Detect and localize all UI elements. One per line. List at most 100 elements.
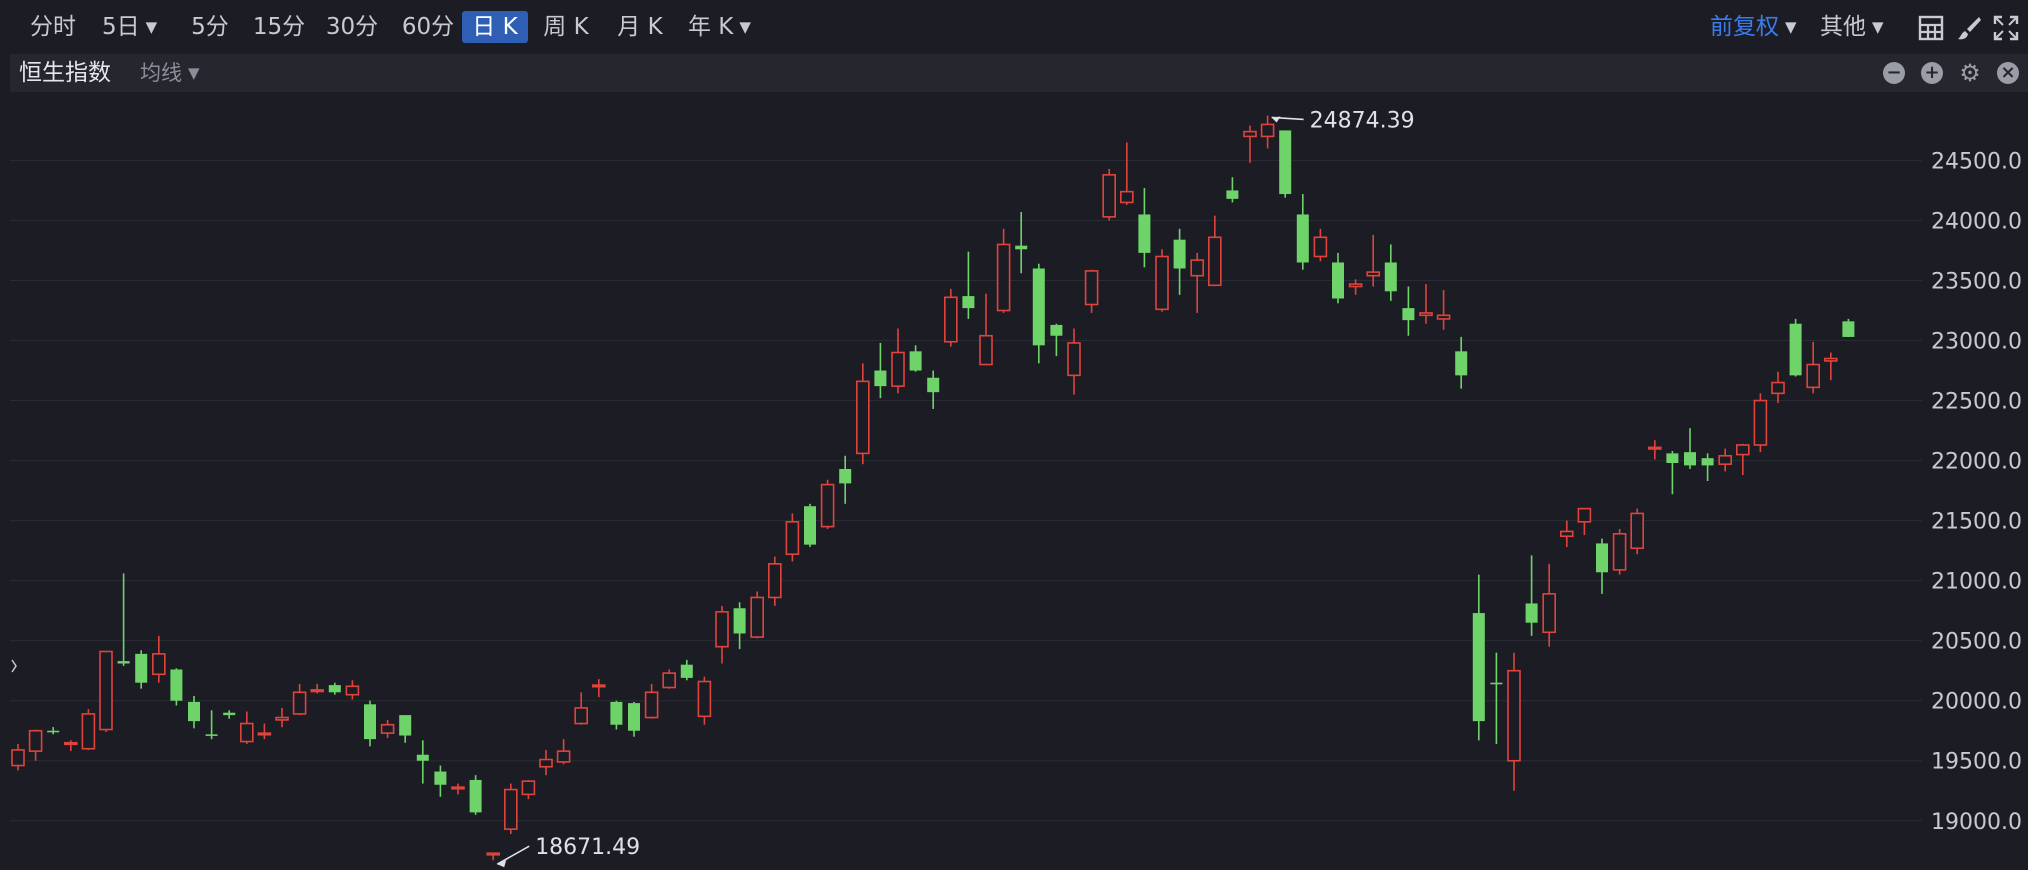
tab-30min[interactable]: 30分	[316, 11, 388, 43]
candle-body	[364, 704, 376, 740]
candle-body	[1525, 603, 1538, 623]
candle-body	[962, 296, 975, 309]
tab-weekly-k[interactable]: 周 K	[534, 11, 598, 43]
tab-15min[interactable]: 15分	[244, 11, 314, 43]
drag-handle[interactable]	[10, 652, 20, 680]
y-tick-label: 23500.0	[1931, 269, 2022, 294]
y-tick-label: 22500.0	[1931, 390, 2022, 415]
candle-body	[996, 243, 1011, 312]
candle-body	[1736, 444, 1750, 456]
candle-body	[680, 664, 693, 678]
plus-circle-icon[interactable]: +	[1921, 62, 1943, 84]
layout-grid-icon[interactable]	[1917, 14, 1945, 42]
tab-label: 5分	[191, 14, 229, 40]
candle-body	[380, 723, 395, 734]
candle-body	[451, 786, 465, 790]
tab-label: 60分	[401, 14, 455, 40]
high-annotation: 24874.39	[1271, 108, 1415, 133]
fullscreen-icon[interactable]	[1992, 14, 2020, 42]
candle-body	[610, 701, 623, 725]
candle-body	[1067, 342, 1081, 377]
candle-body	[1455, 351, 1468, 376]
y-tick-label: 20500.0	[1931, 630, 2022, 655]
annotation-label: 18671.49	[535, 835, 640, 860]
chevron-down-icon: ▼	[188, 64, 200, 82]
candle-body	[1138, 214, 1151, 253]
candle-body	[292, 691, 307, 715]
other-dropdown[interactable]: 其他 ▼	[1820, 11, 1884, 43]
close-circle-icon[interactable]: ×	[1997, 62, 2019, 84]
ma-label: 均线	[140, 61, 182, 85]
candle-body	[539, 758, 553, 768]
candle-body	[556, 750, 571, 763]
y-tick-label: 21000.0	[1931, 570, 2022, 595]
tab-5min[interactable]: 5分	[181, 11, 239, 43]
candle-body	[1490, 682, 1503, 685]
candle-body	[1050, 324, 1063, 336]
candle-body	[135, 653, 148, 683]
tab-5day[interactable]: 5日 ▼	[96, 11, 174, 43]
indicator-bar: 恒生指数 均线 ▼ − + ⚙ ×	[10, 54, 2028, 92]
index-title: 恒生指数	[19, 60, 111, 86]
candle-body	[943, 296, 958, 343]
chart-canvas: 19000.0 19500.0 20000.0 20500.0 21000.0 21500…	[10, 108, 2022, 868]
period-toolbar: 分时 5日 ▼ 5分 15分 30分 60分 日 K 周 K 月 K 年 K ▼ 前…	[0, 0, 2028, 52]
candle-body	[979, 334, 993, 366]
candle-body	[1332, 262, 1344, 299]
candle-body	[1771, 381, 1785, 395]
brush-icon[interactable]	[1955, 14, 1983, 42]
chevron-down-icon: ▼	[1785, 18, 1797, 36]
candle-body	[11, 749, 25, 767]
tab-label: 日 K	[472, 14, 518, 40]
adjust-label: 前复权	[1710, 14, 1779, 40]
candle-body	[1313, 236, 1328, 258]
candle-body	[574, 707, 589, 725]
candle-body	[874, 370, 887, 387]
candle-body	[1560, 530, 1574, 538]
candle-body	[1173, 239, 1186, 269]
candle-body	[28, 729, 43, 752]
candle-body	[345, 685, 360, 696]
candle-body	[188, 701, 200, 722]
candle-body	[99, 650, 113, 731]
minus-circle-icon[interactable]: −	[1883, 62, 1905, 84]
candle-body	[521, 780, 536, 796]
candle-body	[170, 669, 183, 701]
y-tick-label: 19500.0	[1931, 750, 2022, 775]
candle-body	[257, 732, 272, 736]
candle-body	[715, 611, 729, 648]
candle-body	[1684, 452, 1696, 466]
candle-body	[1789, 323, 1802, 376]
candle-body	[1507, 669, 1521, 762]
gear-icon[interactable]: ⚙	[1959, 59, 1981, 87]
candle-body	[1472, 613, 1485, 722]
y-tick-label: 24000.0	[1931, 209, 2022, 234]
tab-daily-k[interactable]: 日 K	[462, 11, 528, 43]
price-adjust-dropdown[interactable]: 前复权 ▼	[1710, 11, 1797, 43]
candle-body	[1436, 314, 1451, 320]
tab-60min[interactable]: 60分	[392, 11, 464, 43]
candle-body	[1806, 363, 1820, 389]
candle-body	[47, 730, 60, 733]
moving-average-dropdown[interactable]: 均线 ▼	[140, 56, 200, 92]
candle-body	[591, 684, 606, 688]
tab-label: 30分	[325, 14, 379, 40]
candle-body	[434, 771, 447, 785]
candle-body	[785, 521, 800, 556]
tab-monthly-k[interactable]: 月 K	[608, 11, 672, 43]
candle-body	[1279, 130, 1292, 195]
candle-body	[1015, 245, 1028, 250]
candle-body	[1384, 262, 1397, 292]
tab-intraday[interactable]: 分时	[22, 11, 84, 43]
candle-body	[891, 351, 905, 387]
candle-body	[1190, 259, 1204, 277]
candle-body	[117, 661, 130, 664]
candle-body	[1243, 130, 1257, 138]
candle-body	[1120, 190, 1134, 204]
candle-body	[1155, 255, 1169, 311]
candle-body	[1666, 453, 1679, 463]
candle-body	[697, 680, 712, 718]
candlestick-chart[interactable]: 19000.0 19500.0 20000.0 20500.0 21000.0 21500…	[10, 92, 2028, 870]
y-tick-label: 21500.0	[1931, 510, 2022, 535]
tab-yearly-k[interactable]: 年 K ▼	[682, 11, 776, 43]
